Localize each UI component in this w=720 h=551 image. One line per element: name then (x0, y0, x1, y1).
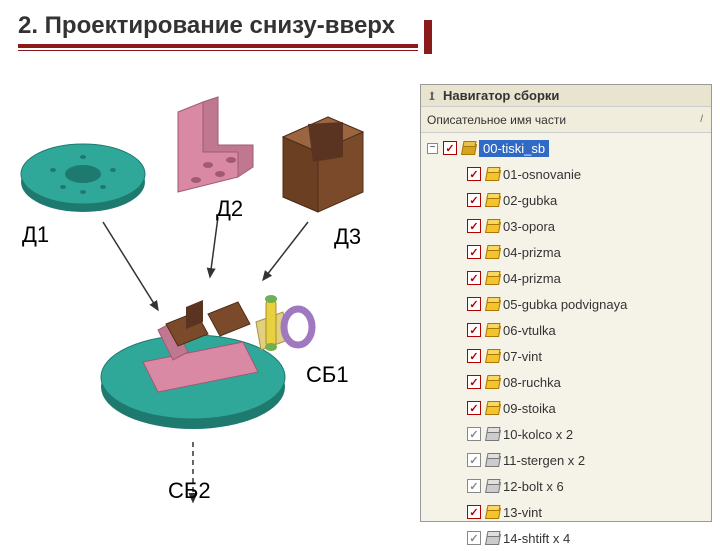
checkbox-icon[interactable]: ✓ (467, 401, 481, 415)
collapse-icon[interactable]: − (427, 143, 438, 154)
checkbox-icon[interactable]: ✓ (467, 167, 481, 181)
tree-item-label: 03-opora (503, 219, 555, 234)
part-icon (484, 297, 500, 311)
tree-item-label: 04-prizma (503, 271, 561, 286)
tree-item-label: 10-kolco x 2 (503, 427, 573, 442)
checkbox-icon[interactable]: ✓ (467, 531, 481, 545)
tree-item-label: 05-gubka podvignaya (503, 297, 627, 312)
checkbox-icon[interactable]: ✓ (467, 193, 481, 207)
part-sb1 (101, 295, 312, 429)
checkbox-icon[interactable]: ✓ (467, 323, 481, 337)
tree-item-label: 04-prizma (503, 245, 561, 260)
part-d3 (283, 117, 363, 212)
pin-icon[interactable] (425, 89, 439, 103)
tree-item-label: 14-shtift x 4 (503, 531, 570, 546)
label-d3: Д3 (334, 224, 361, 250)
part-icon (484, 349, 500, 363)
tree-item[interactable]: ✓ 07-vint (421, 343, 711, 369)
checkbox-icon[interactable]: ✓ (467, 271, 481, 285)
checkbox-icon[interactable]: ✓ (467, 245, 481, 259)
tree-item[interactable]: ✓ 04-prizma (421, 265, 711, 291)
tree-item[interactable]: ✓ 12-bolt x 6 (421, 473, 711, 499)
tree-item[interactable]: ✓ 11-stergen x 2 (421, 447, 711, 473)
tree-item[interactable]: ✓ 01-osnovanie (421, 161, 711, 187)
part-d2 (178, 97, 253, 192)
tree-item[interactable]: ✓ 13-vint (421, 499, 711, 525)
title-underline (18, 44, 418, 51)
checkbox-icon[interactable]: ✓ (467, 505, 481, 519)
sort-indicator: / (700, 114, 703, 125)
part-icon (484, 531, 500, 545)
tree-root-label: 00-tiski_sb (479, 140, 549, 157)
tree-item[interactable]: ✓ 08-ruchka (421, 369, 711, 395)
checkbox-icon[interactable]: ✓ (467, 297, 481, 311)
tree-item[interactable]: ✓ 14-shtift x 4 (421, 525, 711, 551)
checkbox-icon[interactable]: ✓ (443, 141, 457, 155)
tree-item-label: 07-vint (503, 349, 542, 364)
tree-item[interactable]: ✓ 06-vtulka (421, 317, 711, 343)
assembly-tree: − ✓ 00-tiski_sb ✓ 01-osnovanie ✓ 02-gubka ✓ 0… (421, 133, 711, 551)
part-icon (484, 479, 500, 493)
part-icon (484, 193, 500, 207)
part-icon (484, 271, 500, 285)
assembly-diagram: Д1 Д2 Д3 СБ1 СБ2 (8, 62, 414, 532)
part-icon (484, 219, 500, 233)
tree-item[interactable]: ✓ 05-gubka podvignaya (421, 291, 711, 317)
tree-item[interactable]: ✓ 09-stoika (421, 395, 711, 421)
column-header[interactable]: Описательное имя части / (421, 107, 711, 133)
assembly-navigator-panel: Навигатор сборки Описательное имя части … (420, 84, 712, 522)
tree-item-label: 06-vtulka (503, 323, 556, 338)
label-sb1: СБ1 (306, 362, 349, 388)
tree-item[interactable]: ✓ 10-kolco x 2 (421, 421, 711, 447)
title-underline-tail (424, 20, 432, 54)
tree-item-label: 13-vint (503, 505, 542, 520)
tree-item[interactable]: ✓ 04-prizma (421, 239, 711, 265)
checkbox-icon[interactable]: ✓ (467, 479, 481, 493)
part-d1 (21, 144, 145, 212)
arrow-d1-sb1 (103, 222, 158, 310)
part-icon (484, 323, 500, 337)
tree-item-label: 02-gubka (503, 193, 557, 208)
part-icon (484, 505, 500, 519)
tree-item-label: 12-bolt x 6 (503, 479, 564, 494)
arrow-d3-sb1 (263, 222, 308, 280)
tree-root[interactable]: − ✓ 00-tiski_sb (421, 135, 711, 161)
label-d1: Д1 (22, 222, 49, 248)
checkbox-icon[interactable]: ✓ (467, 349, 481, 363)
checkbox-icon[interactable]: ✓ (467, 427, 481, 441)
checkbox-icon[interactable]: ✓ (467, 453, 481, 467)
label-d2: Д2 (216, 196, 243, 222)
part-icon (484, 245, 500, 259)
assembly-icon (460, 141, 476, 155)
checkbox-icon[interactable]: ✓ (467, 219, 481, 233)
tree-item-label: 09-stoika (503, 401, 556, 416)
label-sb2: СБ2 (168, 478, 211, 504)
tree-item-label: 11-stergen x 2 (503, 453, 585, 468)
panel-titlebar: Навигатор сборки (421, 85, 711, 107)
part-icon (484, 167, 500, 181)
part-icon (484, 375, 500, 389)
tree-item-label: 08-ruchka (503, 375, 561, 390)
column-header-label: Описательное имя части (427, 113, 566, 127)
page-title: 2. Проектирование снизу-вверх (18, 12, 395, 40)
part-icon (484, 453, 500, 467)
tree-item[interactable]: ✓ 03-opora (421, 213, 711, 239)
panel-title: Навигатор сборки (443, 88, 559, 103)
tree-item-label: 01-osnovanie (503, 167, 581, 182)
tree-item[interactable]: ✓ 02-gubka (421, 187, 711, 213)
arrow-d2-sb1 (210, 217, 218, 277)
checkbox-icon[interactable]: ✓ (467, 375, 481, 389)
part-icon (484, 401, 500, 415)
part-icon (484, 427, 500, 441)
